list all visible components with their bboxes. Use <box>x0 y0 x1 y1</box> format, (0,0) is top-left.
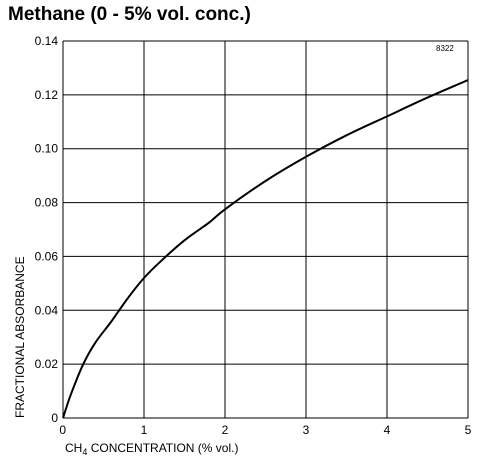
figure-reference: 8322 <box>436 44 454 53</box>
y-tick-label: 0.06 <box>35 249 59 263</box>
x-axis-label: CH4 CONCENTRATION (% vol.) <box>65 441 238 457</box>
x-axis-label-rest: CONCENTRATION (% vol.) <box>87 441 238 455</box>
x-tick-label: 5 <box>465 423 472 437</box>
chart-title: Methane (0 - 5% vol. conc.) <box>8 4 251 25</box>
y-tick-label: 0.14 <box>35 34 59 48</box>
x-tick-label: 2 <box>222 423 229 437</box>
tick-labels: 0 1 2 3 4 5 0 0.02 0.04 0.06 0.08 0.10 0.12 0.14 <box>35 34 472 437</box>
x-tick-label: 3 <box>303 423 310 437</box>
x-tick-label: 1 <box>141 423 148 437</box>
y-tick-label: 0.02 <box>35 357 59 371</box>
x-axis-label-ch: CH <box>65 441 82 455</box>
y-axis-label: FRACTIONAL ABSORBANCE <box>13 256 27 418</box>
x-tick-label: 0 <box>59 423 66 437</box>
y-tick-label: 0.12 <box>35 88 59 102</box>
absorbance-curve <box>62 79 469 419</box>
x-tick-label: 4 <box>384 423 391 437</box>
grid <box>62 40 469 419</box>
y-tick-label: 0 <box>51 411 58 425</box>
y-tick-label: 0.04 <box>35 303 59 317</box>
y-tick-label: 0.10 <box>35 142 59 156</box>
x-axis-label-subscript: 4 <box>82 447 87 457</box>
y-tick-label: 0.08 <box>35 196 59 210</box>
